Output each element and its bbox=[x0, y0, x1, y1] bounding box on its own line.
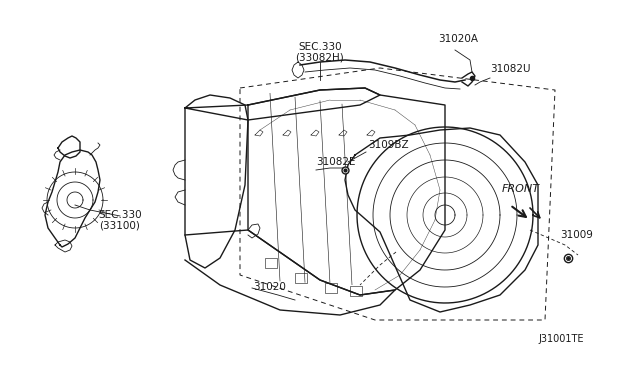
Bar bbox=[350, 286, 362, 296]
Text: 31020: 31020 bbox=[253, 282, 286, 292]
Text: 3109BZ: 3109BZ bbox=[368, 140, 408, 150]
Text: 31020A: 31020A bbox=[438, 34, 478, 44]
Bar bbox=[325, 283, 337, 293]
Text: 31082E: 31082E bbox=[316, 157, 355, 167]
Text: 31009: 31009 bbox=[560, 230, 593, 240]
Text: SEC.330: SEC.330 bbox=[98, 210, 142, 220]
Text: (33100): (33100) bbox=[100, 220, 140, 230]
Bar bbox=[265, 258, 277, 268]
Text: SEC.330: SEC.330 bbox=[298, 42, 342, 52]
Text: J31001TE: J31001TE bbox=[538, 334, 584, 344]
Text: (33082H): (33082H) bbox=[296, 52, 344, 62]
Bar bbox=[295, 273, 307, 283]
Text: FRONT: FRONT bbox=[502, 184, 540, 194]
Text: 31082U: 31082U bbox=[490, 64, 531, 74]
